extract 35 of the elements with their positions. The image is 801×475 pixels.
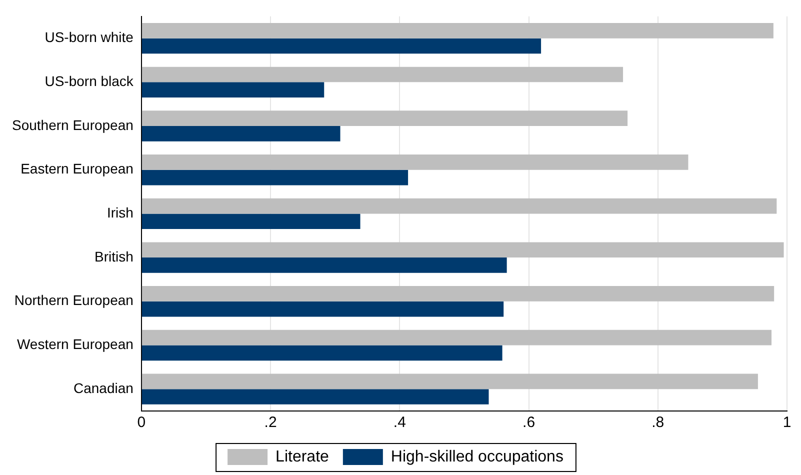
bar <box>142 242 784 258</box>
bar <box>142 345 502 361</box>
y-tick-label: Northern European <box>14 292 134 308</box>
x-tick-label: 1 <box>782 414 792 432</box>
bar <box>142 154 688 170</box>
x-tick-label: .8 <box>652 414 664 432</box>
bar <box>142 66 624 82</box>
bar <box>142 82 324 98</box>
y-tick-label: Western European <box>16 336 134 352</box>
x-tick-label: .2 <box>264 414 277 432</box>
x-tick-label: .6 <box>522 414 536 432</box>
bar <box>142 198 777 214</box>
y-tick-label: Irish <box>106 204 134 221</box>
legend-label: High-skilled occupations <box>390 448 564 466</box>
bar <box>142 38 542 54</box>
y-tick-label: US-born white <box>44 29 134 46</box>
legend-label: Literate <box>276 448 330 466</box>
x-tick-label: .4 <box>393 414 406 432</box>
bar <box>142 214 360 230</box>
bar <box>142 110 628 126</box>
bar <box>142 126 340 142</box>
bar <box>142 389 489 404</box>
bar <box>142 330 772 346</box>
bar <box>142 374 758 390</box>
y-tick-label: US-born black <box>44 73 134 90</box>
bar <box>142 258 507 273</box>
y-tick-label: British <box>94 248 134 264</box>
y-tick-label: Southern European <box>12 116 134 133</box>
bar <box>142 286 774 302</box>
bar <box>142 301 504 317</box>
bar <box>142 22 774 38</box>
x-tick-label: 0 <box>137 414 146 432</box>
bar <box>142 170 408 186</box>
y-tick-label: Canadian <box>73 380 134 396</box>
y-tick-label: Eastern European <box>20 160 134 177</box>
